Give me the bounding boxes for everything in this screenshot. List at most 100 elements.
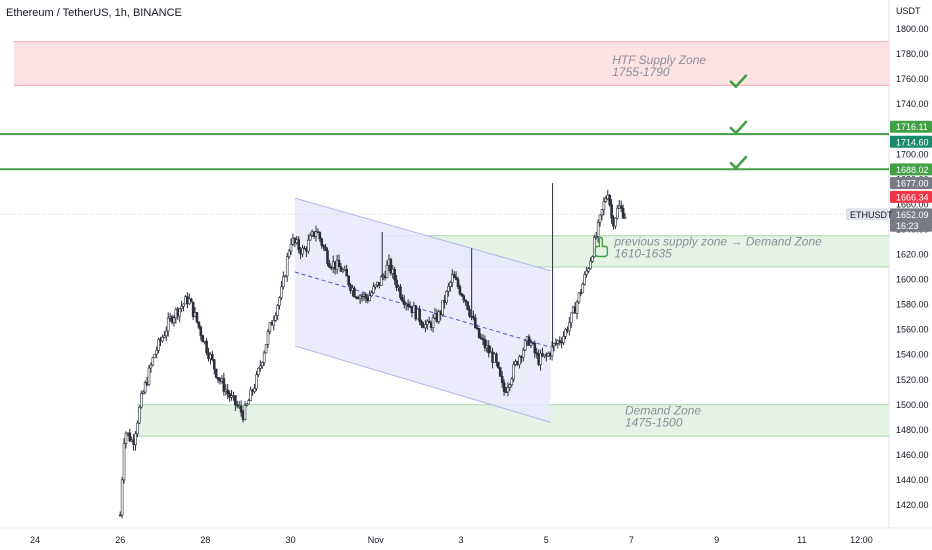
candle-body [598, 214, 602, 223]
candle-body [393, 268, 396, 281]
candle-body [128, 432, 132, 442]
candle-body [591, 256, 594, 262]
candle-body [479, 337, 483, 340]
candle-body [585, 270, 588, 275]
y-tick-label: 1520.00 [896, 375, 929, 385]
candle-body [589, 260, 592, 269]
candle-body [326, 250, 329, 264]
candle-body [353, 287, 356, 298]
candle-body [339, 266, 343, 272]
candle-body [569, 312, 573, 324]
candle-body [370, 292, 373, 297]
candle-body [155, 350, 158, 355]
candle-body [508, 384, 512, 388]
price-tag-label: 1714.60 [896, 137, 929, 147]
candle-body [449, 282, 452, 287]
candle-body [372, 286, 375, 294]
candle-body [287, 250, 291, 258]
descending-channel [294, 198, 551, 423]
price-tag-bg [890, 135, 932, 148]
candle-body [424, 324, 427, 329]
candle-body [587, 268, 590, 272]
candle-body [554, 343, 558, 345]
price-tag-bg [890, 208, 932, 221]
candle-body [437, 311, 441, 322]
price-tag-bg [890, 120, 932, 133]
zone-label-htf-supply-2: 1755-1790 [612, 65, 670, 79]
y-tick-label: 1620.00 [896, 250, 929, 260]
candle-body [268, 322, 272, 333]
channel-upper-line [294, 197, 551, 272]
candle-body [502, 382, 506, 392]
candle-body [120, 479, 124, 516]
candle-body [322, 245, 325, 248]
y-tick-label: 1440.00 [896, 475, 929, 485]
candle-body [324, 246, 327, 251]
channel-lower-line [294, 345, 551, 423]
candle-body [495, 353, 498, 363]
candle-body [347, 275, 350, 286]
candle-body [143, 382, 147, 393]
candle-body [368, 295, 372, 302]
candle-body [450, 274, 454, 283]
y-tick-label: 1780.00 [896, 49, 929, 59]
checkmark-icon-1 [729, 74, 748, 88]
candle-body [274, 315, 277, 321]
candle-body [260, 362, 264, 367]
candle-body [216, 377, 220, 380]
candle-body [402, 300, 406, 305]
x-tick-label: 28 [200, 535, 210, 545]
candle-body [255, 374, 258, 389]
price-tag-bg [890, 219, 932, 232]
candle-body [253, 388, 256, 393]
checkmark-icon-3 [729, 155, 748, 170]
candle-body [201, 335, 205, 343]
candle-body [189, 298, 193, 303]
candle-body [506, 387, 510, 393]
candle-body [472, 316, 475, 319]
candle-body [535, 352, 539, 355]
candle-body [521, 349, 525, 358]
candle-body [134, 433, 137, 445]
candle-body [212, 359, 216, 370]
symbol-tag-bg [846, 208, 888, 221]
candle-body [272, 320, 276, 326]
candle-body [577, 292, 581, 303]
candle-body [249, 389, 253, 401]
zone-label-demand-upper-1: previous supply zone → Demand Zone [613, 234, 822, 248]
zone-label-demand-upper-2: 1610-1635 [614, 246, 672, 260]
candle-body [389, 259, 393, 274]
candle-body [481, 338, 485, 340]
y-tick-label: 1700.00 [896, 149, 929, 159]
candle-body [512, 364, 515, 380]
candle-body [307, 239, 310, 252]
candle-body [308, 235, 312, 241]
candle-body [462, 295, 466, 301]
candle-body [243, 405, 247, 420]
candle-body [345, 268, 348, 277]
candle-body [431, 317, 435, 328]
candle-body [558, 340, 562, 343]
candle-body [239, 405, 243, 413]
y-tick-label: 1420.00 [896, 500, 929, 510]
candle-body [500, 375, 504, 383]
candle-body [349, 284, 352, 291]
y-tick-label: 1460.00 [896, 450, 929, 460]
candle-body [276, 305, 279, 316]
candle-body [289, 243, 293, 252]
zone-label-demand-lower-2: 1475-1500 [625, 416, 683, 430]
candle-body [616, 207, 619, 219]
symbol-tag-label: ETHUSDT [850, 210, 893, 220]
candle-body [153, 353, 157, 359]
x-tick-label: 3 [458, 535, 463, 545]
candle-body [579, 292, 583, 295]
candle-body [550, 345, 554, 357]
candle-body [498, 367, 502, 377]
y-tick-label: 1480.00 [896, 425, 929, 435]
candle-body [621, 207, 625, 219]
candle-body [172, 317, 176, 323]
candle-body [401, 297, 404, 302]
candle-body [178, 308, 182, 317]
zone-htf-supply [13, 41, 889, 86]
